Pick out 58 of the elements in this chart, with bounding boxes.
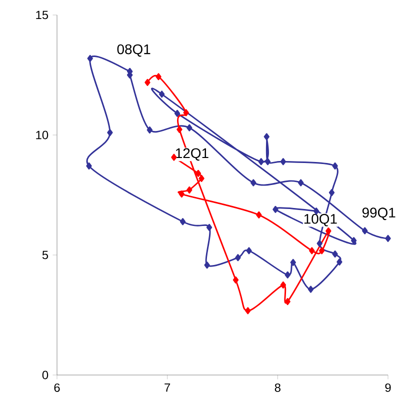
point <box>336 258 342 266</box>
point <box>256 211 262 218</box>
annotation: 12Q1 <box>176 148 208 161</box>
point <box>332 250 338 258</box>
y-tick-label: 0 <box>42 370 48 380</box>
point <box>235 254 241 262</box>
x-tick-label: 9 <box>385 383 391 392</box>
point <box>328 189 335 196</box>
point <box>232 276 239 284</box>
point <box>318 247 325 254</box>
point <box>250 179 256 186</box>
point <box>206 224 212 231</box>
point <box>272 206 278 213</box>
point <box>290 258 296 266</box>
point <box>258 158 264 166</box>
point <box>180 218 186 226</box>
point <box>186 186 192 194</box>
annotation: 99Q1 <box>362 208 396 220</box>
point <box>198 174 204 182</box>
point <box>332 162 338 170</box>
x-tick-label: 7 <box>164 383 170 392</box>
point <box>316 240 322 248</box>
x-tick-label: 6 <box>54 383 60 392</box>
point <box>308 286 314 293</box>
point <box>350 237 357 244</box>
point <box>158 90 165 98</box>
point <box>245 307 251 314</box>
point <box>156 73 162 80</box>
point <box>326 227 332 235</box>
x-tick-label: 8 <box>274 383 280 392</box>
point <box>298 179 304 186</box>
point <box>144 78 150 86</box>
point <box>264 158 271 166</box>
point <box>176 126 182 134</box>
point <box>284 298 290 306</box>
point <box>309 247 315 254</box>
point <box>174 110 180 117</box>
point <box>280 281 286 289</box>
point <box>107 129 113 136</box>
point <box>204 262 210 269</box>
point <box>178 190 185 198</box>
point <box>280 158 286 166</box>
point <box>183 109 189 116</box>
y-tick-label: 15 <box>36 10 48 20</box>
point <box>195 170 202 177</box>
point <box>362 227 368 234</box>
point <box>186 124 192 132</box>
point <box>246 247 252 254</box>
point <box>86 162 92 170</box>
annotation: 08Q1 <box>117 44 150 57</box>
annotation: 10Q1 <box>304 214 337 226</box>
y-tick-label: 10 <box>36 130 48 140</box>
point <box>385 234 391 242</box>
point <box>284 271 290 278</box>
y-tick-label: 5 <box>42 250 48 260</box>
point <box>146 126 153 134</box>
point <box>264 133 270 140</box>
point <box>87 54 93 62</box>
